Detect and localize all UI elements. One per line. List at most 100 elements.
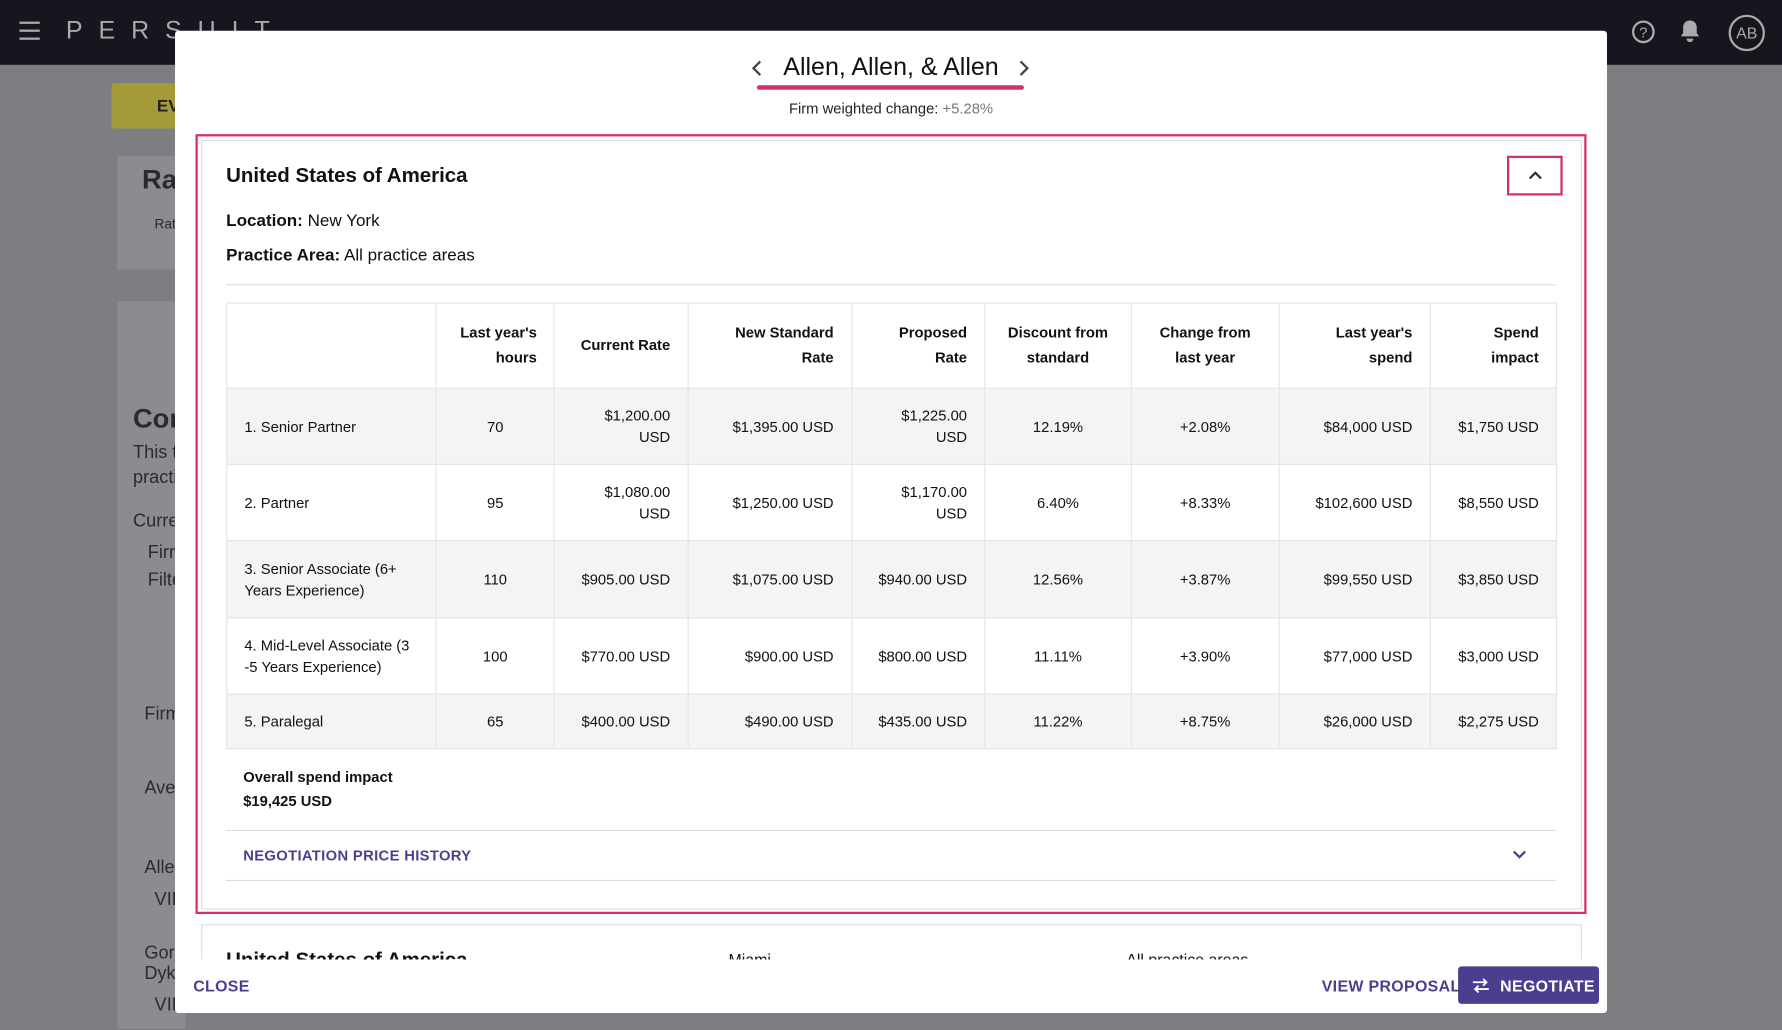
practice-label: Practice Area: [226,245,341,265]
background-text: This t [132,443,178,463]
table-cell: $84,000 USD [1278,387,1431,465]
location: Location: New York [226,211,379,230]
rates-table: Last year's hours Current Rate New Standar… [226,302,1557,750]
help-icon[interactable]: ? [1630,18,1657,45]
bell-icon[interactable] [1679,18,1702,43]
table-row: 5. Paralegal 65 $400.00 USD $490.00 USD $435… [226,693,1557,750]
table-cell: $435.00 USD [850,693,986,750]
selected-frame [195,134,1587,915]
collapse-button[interactable] [1506,155,1563,196]
price-history[interactable]: NEGOTIATION PRICE HISTORY [243,846,472,865]
table-cell: $400.00 USD [553,693,689,750]
bg-card [117,155,186,270]
divider [226,879,1556,882]
avatar[interactable]: AB [1728,14,1765,52]
table-cell: 3. Senior Associate (6+ Years Experience… [226,540,437,619]
column-header: Discount from standard [984,302,1132,389]
table-cell: $3,850 USD [1429,540,1557,619]
background-text: practi [132,468,178,488]
background-text: Curre [132,511,179,531]
column-header: New Standard Rate [687,302,852,389]
table-row: 1. Senior Partner 70 $1,200.00 USD $1,395.0… [226,387,1557,465]
next-title: United States of America [226,948,467,959]
table-cell: 70 [435,387,556,465]
table-cell: +3.90% [1130,617,1280,695]
next-location: Miami [728,950,770,959]
table-cell: $1,395.00 USD [687,387,852,465]
table-cell: +3.87% [1130,540,1280,619]
background-text: Filte [147,570,183,591]
menu-icon[interactable] [19,20,42,40]
table-cell: $940.00 USD [850,540,986,619]
table-cell: $99,550 USD [1278,540,1431,619]
modal: Allen, Allen, & Allen Firm weighted chan… [175,30,1607,1013]
location-value: New York [307,211,380,231]
table-cell: $1,170.00 USD [850,463,986,542]
column-header: Change from last year [1130,302,1280,389]
table-cell: 65 [435,693,556,750]
table-row: 3. Senior Associate (6+ Years Experience… [226,540,1557,619]
negotiate-label: NEGOTIATE [1500,976,1595,995]
negotiate-button[interactable]: NEGOTIATE [1458,966,1600,1004]
table-cell: $77,000 USD [1278,617,1431,695]
modal-title: Allen, Allen, & Allen [783,52,999,81]
column-header: Spend impact [1429,302,1557,389]
table-cell: $1,250.00 USD [687,463,852,542]
next-arrow[interactable] [1017,60,1031,76]
table-cell: +2.08% [1130,387,1280,465]
divider [226,284,1556,286]
background-text: Gord [144,943,185,963]
column-header: Last year's hours [435,302,556,389]
table-cell: 6.40% [984,463,1132,542]
overall-label: Overall spend impact [243,768,393,786]
table-cell: $1,075.00 USD [687,540,852,619]
table-cell: $1,225.00 USD [850,387,986,465]
section-card: United States of America Location: New Y… [201,139,1582,910]
overall-value: $19,425 USD [243,792,332,810]
change-label: Firm weighted change: [788,100,939,118]
table-cell: $26,000 USD [1278,693,1431,750]
background-text: Aller [144,858,181,878]
table-cell: $2,275 USD [1429,693,1557,750]
background-text: Aver [144,778,182,799]
table-cell: $3,000 USD [1429,617,1557,695]
weighted-change: Firm weighted change: +5.28% [175,100,1607,117]
table-row: 4. Mid-Level Associate (3 -5 Years Exper… [226,617,1557,695]
background-text: Rat [154,216,176,232]
table-cell: 4. Mid-Level Associate (3 -5 Years Exper… [226,617,437,695]
bg-card [117,301,186,1029]
practice: Practice Area: All practice areas [226,246,475,265]
table-cell: 100 [435,617,556,695]
table-cell: $900.00 USD [687,617,852,695]
close-button[interactable]: CLOSE [193,976,250,995]
view-proposal-button[interactable]: VIEW PROPOSAL [1321,976,1461,995]
table-cell: $770.00 USD [553,617,689,695]
background-text: Cor [132,403,180,435]
expand-icon[interactable] [1512,849,1528,860]
background-text: Firm [147,543,185,563]
column-header: Last year's spend [1278,302,1431,389]
table-cell: $1,080.00 USD [553,463,689,542]
title-underline [756,85,1024,90]
location-label: Location: [226,211,303,231]
column-header [226,302,437,389]
table-cell: 12.56% [984,540,1132,619]
table-cell: 2. Partner [226,463,437,542]
next-practice: All practice areas [1126,950,1248,959]
table-cell: 11.11% [984,617,1132,695]
table-cell: $800.00 USD [850,617,986,695]
header-row: Last year's hours Current Rate New Standar… [226,302,1557,389]
section-title: United States of America [226,163,468,187]
table-cell: 1. Senior Partner [226,387,437,465]
table-cell: $1,750 USD [1429,387,1557,465]
table-cell: $490.00 USD [687,693,852,750]
table-cell: $8,550 USD [1429,463,1557,542]
next-card: United States of America Miami All pract… [201,924,1582,960]
table-cell: +8.75% [1130,693,1280,750]
background-text: Firm [144,704,181,725]
divider [226,829,1556,832]
prev-arrow[interactable] [750,60,764,76]
svg-text:?: ? [1639,26,1647,42]
